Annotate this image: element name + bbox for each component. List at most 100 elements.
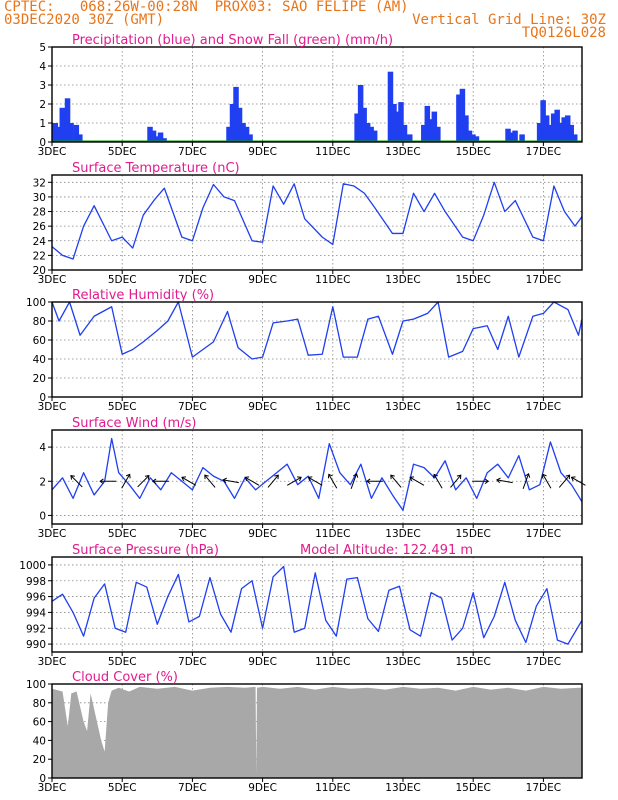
wind-arrow	[350, 473, 358, 489]
wind-arrow-head	[307, 476, 313, 482]
wind-arrow	[181, 476, 197, 486]
x-tick-label: 9DEC	[248, 528, 277, 540]
x-tick-label: 3DEC	[38, 656, 67, 668]
x-tick-label: 15DEC	[455, 782, 490, 794]
wind-arrow-head	[352, 472, 359, 478]
x-tick-label: 9DEC	[248, 656, 277, 668]
x-tick-label: 5DEC	[108, 656, 137, 668]
x-tick-label: 5DEC	[108, 146, 137, 158]
wind-arrow-head	[366, 478, 371, 485]
precip-bar	[150, 130, 157, 142]
wind-arrow	[542, 474, 552, 489]
wind-arrow-head	[181, 476, 186, 482]
wind-arrow	[496, 479, 513, 484]
x-tick-label: 3DEC	[38, 274, 67, 286]
y-tick-label: 3	[39, 80, 46, 92]
x-tick-label: 13DEC	[385, 782, 420, 794]
precip-bar	[473, 136, 480, 142]
precip-bar	[421, 124, 427, 142]
precip-bar	[401, 124, 408, 142]
x-tick-label: 3DEC	[38, 146, 67, 158]
x-tick-label: 17DEC	[526, 782, 561, 794]
precip-bar	[229, 104, 236, 142]
precip-bar	[357, 85, 364, 142]
y-tick-label: 24	[33, 236, 47, 248]
x-tick-label: 11DEC	[315, 401, 350, 413]
x-tick-label: 15DEC	[455, 656, 490, 668]
header-line2-left: 03DEC2020 30Z (GMT)	[4, 12, 165, 28]
precip-bar	[554, 109, 560, 142]
y-tick-label: 1000	[19, 560, 46, 572]
precip-bar	[571, 134, 578, 142]
x-tick-label: 9DEC	[248, 782, 277, 794]
wind-arrow-head	[565, 474, 571, 480]
precip-bar	[371, 130, 378, 142]
precip-bar	[73, 124, 80, 142]
precip-bar	[536, 123, 543, 142]
wind-arrow	[137, 475, 150, 488]
y-tick-label: 80	[33, 698, 46, 710]
x-tick-label: 13DEC	[385, 274, 420, 286]
wind-arrow-head	[274, 474, 279, 480]
wind-arrow	[267, 474, 279, 488]
wind-arrow	[558, 474, 570, 488]
x-tick-label: 9DEC	[248, 146, 277, 158]
precip-bar	[394, 111, 401, 142]
x-tick-label: 13DEC	[385, 656, 420, 668]
precip-bar	[543, 115, 550, 142]
y-tick-label: 994	[26, 607, 46, 619]
series-line	[51, 565, 583, 645]
y-tick-label: 60	[33, 717, 46, 729]
x-tick-label: 17DEC	[526, 146, 561, 158]
y-tick-label: 20	[33, 373, 46, 385]
series-line	[51, 301, 583, 360]
x-tick-label: 7DEC	[178, 146, 207, 158]
y-tick-label: 0	[39, 773, 46, 785]
panel-frame	[51, 301, 583, 398]
wind-arrow	[450, 474, 462, 488]
x-tick-label: 7DEC	[178, 656, 207, 668]
x-tick-label: 13DEC	[385, 528, 420, 540]
y-tick-label: 990	[26, 639, 46, 651]
y-tick-label: 5	[39, 42, 46, 54]
panel-frame	[51, 429, 583, 525]
precip-bar	[361, 107, 367, 142]
precip-bar	[59, 107, 66, 142]
precip-bar	[354, 113, 360, 142]
y-tick-label: 20	[33, 265, 46, 277]
precip-bar	[547, 124, 553, 142]
precip-bar	[540, 100, 546, 142]
x-tick-label: 15DEC	[455, 401, 490, 413]
y-tick-label: 2	[39, 99, 46, 111]
panel-frame	[51, 174, 583, 271]
wind-arrow-head	[484, 478, 490, 485]
panel-2: 0 20 40 60 80 100 3DEC 5DEC 7DEC 9DEC 11DEC 13DEC 15…	[26, 288, 583, 413]
wind-arrow-head	[125, 473, 131, 479]
x-tick-label: 11DEC	[315, 782, 350, 794]
x-tick-label: 9DEC	[248, 401, 277, 413]
wind-arrow	[244, 476, 260, 486]
x-tick-label: 11DEC	[315, 146, 350, 158]
precip-bar	[428, 119, 434, 142]
x-tick-label: 3DEC	[38, 528, 67, 540]
precip-bar	[508, 132, 515, 142]
wind-arrow	[571, 476, 586, 486]
wind-arrow	[70, 475, 83, 488]
wind-arrow-head	[297, 476, 302, 482]
x-tick-label: 5DEC	[108, 401, 137, 413]
x-tick-label: 7DEC	[178, 782, 207, 794]
precip-bar	[247, 134, 253, 142]
y-tick-label: 22	[33, 250, 46, 262]
panel-3: 0 2 4 3DEC 5DEC 7DEC 9DEC 11DEC 13DEC 15DEC 17DEC S…	[38, 416, 586, 540]
wind-arrow-head	[327, 473, 333, 479]
precip-bar	[52, 123, 59, 142]
precip-bar	[512, 130, 518, 142]
x-tick-label: 3DEC	[38, 782, 67, 794]
wind-arrow-head	[99, 478, 104, 485]
y-tick-label: 0	[39, 510, 46, 522]
precip-bar	[157, 132, 164, 142]
wind-arrow	[328, 474, 338, 489]
x-tick-label: 5DEC	[108, 274, 137, 286]
precip-bar	[161, 138, 167, 142]
precip-bar	[368, 126, 374, 142]
